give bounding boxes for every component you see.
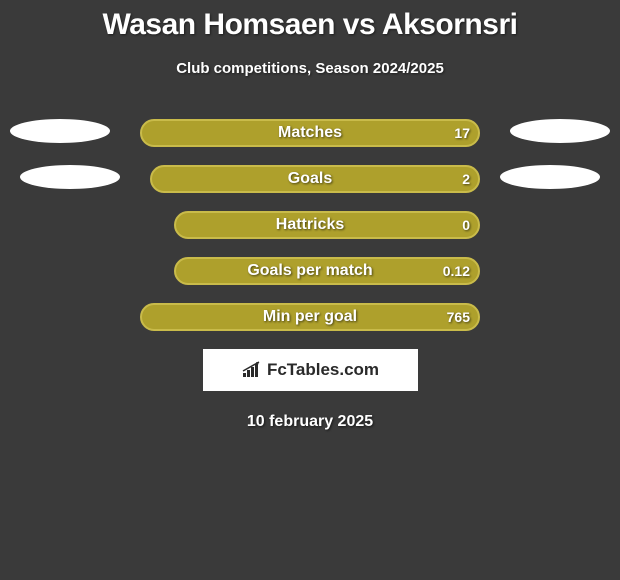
bar-container: Goals per match 0.12: [140, 257, 480, 285]
stat-value: 0: [462, 217, 470, 233]
page-title: Wasan Homsaen vs Aksornsri: [0, 8, 620, 42]
bar-container: Hattricks 0: [140, 211, 480, 239]
stat-row-min-per-goal: Min per goal 765: [0, 303, 620, 331]
stats-area: Matches 17 Goals 2 Hattricks 0 Goals per…: [0, 119, 620, 331]
stat-label: Goals per match: [247, 262, 372, 280]
bar-container: Min per goal 765: [140, 303, 480, 331]
stat-label: Hattricks: [276, 216, 344, 234]
stat-value: 17: [454, 125, 470, 141]
stat-value: 2: [462, 171, 470, 187]
stat-row-matches: Matches 17: [0, 119, 620, 147]
stat-row-goals-per-match: Goals per match 0.12: [0, 257, 620, 285]
bar-container: Matches 17: [140, 119, 480, 147]
stat-label: Min per goal: [263, 308, 357, 326]
chart-icon: [241, 361, 263, 379]
stat-label: Goals: [288, 170, 332, 188]
subtitle: Club competitions, Season 2024/2025: [0, 60, 620, 77]
stat-value: 765: [447, 309, 470, 325]
stat-value: 0.12: [443, 263, 470, 279]
brand-text: FcTables.com: [267, 360, 379, 380]
stat-row-goals: Goals 2: [0, 165, 620, 193]
stat-label: Matches: [278, 124, 342, 142]
bar-container: Goals 2: [140, 165, 480, 193]
date-text: 10 february 2025: [0, 413, 620, 431]
brand-badge[interactable]: FcTables.com: [203, 349, 418, 391]
stat-row-hattricks: Hattricks 0: [0, 211, 620, 239]
stats-infographic: Wasan Homsaen vs Aksornsri Club competit…: [0, 0, 620, 431]
